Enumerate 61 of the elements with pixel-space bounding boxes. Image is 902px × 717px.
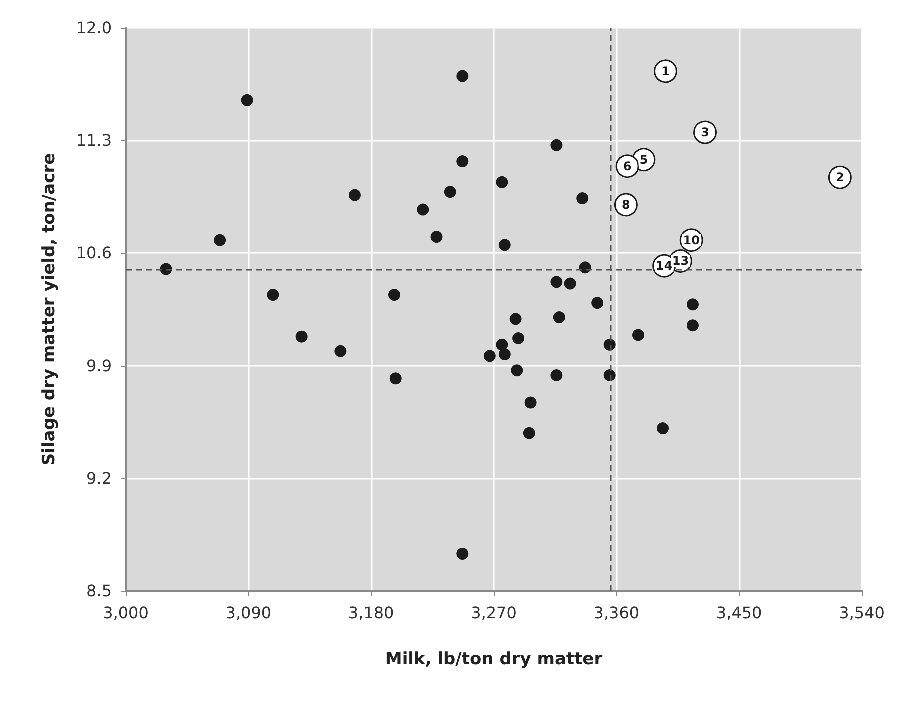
point — [604, 369, 616, 382]
point — [390, 372, 402, 385]
point — [564, 278, 576, 290]
annotation: 2 — [836, 170, 844, 185]
point — [456, 70, 469, 82]
y-tick-label: 9.2 — [86, 468, 112, 488]
annotation: 10 — [683, 233, 700, 248]
point — [267, 289, 280, 302]
x-tick-label: 3,540 — [839, 604, 885, 622]
y-tick-label: 10.6 — [76, 244, 112, 263]
point — [523, 427, 536, 440]
annotation: 5 — [640, 152, 648, 167]
point — [444, 186, 456, 198]
point — [430, 231, 443, 244]
point — [553, 312, 566, 324]
y-tick-label: 8.5 — [86, 582, 112, 600]
x-tick-label: 3,090 — [226, 604, 272, 622]
point — [241, 94, 254, 106]
annotation: 6 — [623, 159, 632, 174]
annotation: 14 — [656, 259, 673, 274]
x-axis-title: Milk, lb/ton dry matter — [385, 650, 604, 670]
point — [510, 313, 522, 326]
y-tick-label: 12.0 — [76, 18, 112, 38]
point — [687, 298, 699, 311]
point — [512, 332, 525, 344]
point — [214, 234, 226, 246]
point — [484, 350, 496, 362]
point — [456, 548, 469, 560]
point — [296, 330, 308, 343]
point — [687, 320, 699, 332]
y-tick-label: 9.9 — [86, 356, 112, 376]
point — [456, 156, 469, 168]
x-tick-label: 3,270 — [471, 604, 517, 622]
point — [592, 297, 604, 310]
annotation: 3 — [701, 126, 710, 140]
point — [550, 369, 563, 382]
point — [550, 276, 563, 288]
point — [348, 189, 361, 202]
point — [579, 262, 592, 274]
annotation: 13 — [672, 254, 690, 268]
point — [496, 338, 508, 351]
y-tick-label: 11.3 — [76, 131, 112, 150]
point — [496, 176, 508, 188]
point — [334, 345, 347, 358]
x-tick-label: 3,000 — [103, 604, 149, 622]
point — [550, 139, 563, 152]
point — [417, 204, 430, 216]
point — [388, 289, 401, 302]
point — [498, 348, 511, 361]
point — [524, 396, 537, 409]
x-tick-label: 3,360 — [594, 604, 640, 622]
point — [511, 364, 524, 377]
annotation: 8 — [622, 198, 630, 212]
x-tick-label: 3,450 — [716, 604, 762, 622]
point — [576, 192, 589, 205]
x-tick-label: 3,180 — [348, 604, 394, 622]
point — [498, 239, 511, 252]
y-axis-title: Silage dry matter yield, ton/acre — [40, 153, 60, 466]
point — [632, 329, 644, 342]
point — [657, 422, 670, 435]
annotation: 1 — [662, 64, 670, 78]
